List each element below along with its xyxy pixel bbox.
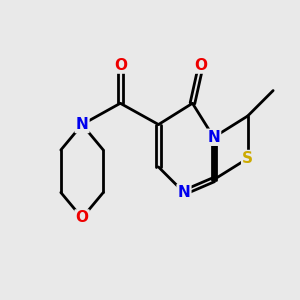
Text: N: N	[76, 117, 88, 132]
Text: N: N	[207, 130, 220, 145]
Text: O: O	[194, 58, 208, 73]
Text: O: O	[114, 58, 127, 73]
Text: O: O	[76, 210, 88, 225]
Text: N: N	[178, 185, 190, 200]
Text: S: S	[242, 151, 253, 166]
